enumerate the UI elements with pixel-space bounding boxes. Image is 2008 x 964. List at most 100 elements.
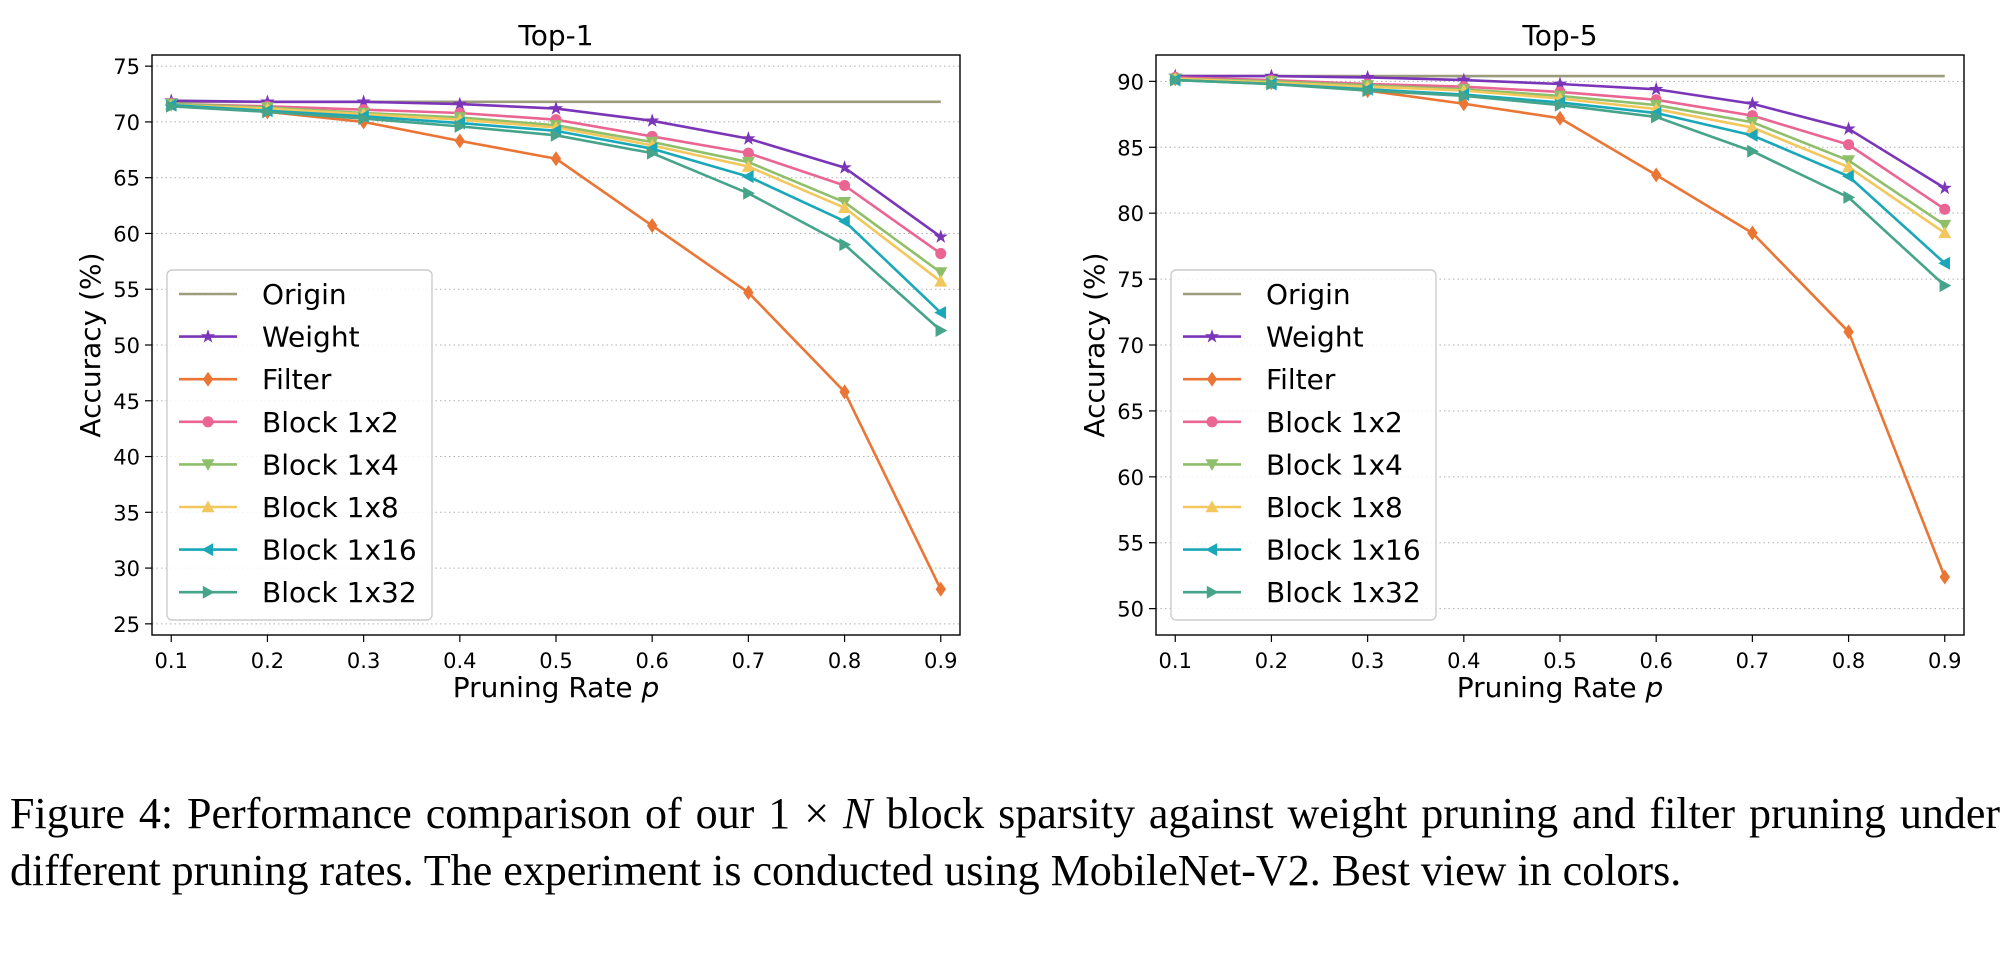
top1-series-block-1x8 xyxy=(164,98,948,287)
top1-ytick-label-6: 55 xyxy=(113,278,140,302)
top5-point-block-1x8-7 xyxy=(1842,160,1856,173)
top5-ytick-label-2: 60 xyxy=(1117,466,1144,490)
top1-point-filter-6 xyxy=(743,285,754,301)
top5-ytick-label-4: 70 xyxy=(1117,334,1144,358)
top1-ytick-label-1: 30 xyxy=(113,557,140,581)
top5-point-block-1x32-3 xyxy=(1458,89,1471,103)
top5-point-filter-6 xyxy=(1747,225,1758,241)
top5-point-weight-4 xyxy=(1552,76,1568,91)
top1-point-block-1x2-6 xyxy=(742,147,754,159)
top5-legend-marker-block-1x32 xyxy=(1206,585,1219,599)
top5-xtick-label-0: 0.1 xyxy=(1159,649,1192,673)
top1-point-filter-4 xyxy=(550,151,562,167)
top1-legend-label-block-1x8: Block 1x8 xyxy=(262,491,399,524)
top5-ytick-label-5: 75 xyxy=(1117,268,1144,292)
caption-math-times: × xyxy=(804,789,830,838)
top5-point-weight-6 xyxy=(1745,96,1760,110)
top1-xlabel-var: p xyxy=(640,671,659,704)
top5-point-block-1x32-1 xyxy=(1266,77,1278,91)
figure-label: Figure 4: xyxy=(10,789,174,838)
top1-legend-marker-filter xyxy=(202,371,214,387)
top1-axes-frame xyxy=(151,54,961,636)
top5-xtick-label-7: 0.8 xyxy=(1832,649,1865,673)
top1-chart: Top-1 25 30 35 40 45 50 55 60 65 70 75 0.1 0.2 0.3 0.4 0… xyxy=(74,19,961,704)
top1-xtick-label-7: 0.8 xyxy=(828,649,861,673)
top5-ytick-label-0: 50 xyxy=(1117,598,1144,622)
top5-point-block-1x32-7 xyxy=(1843,190,1856,204)
top1-point-block-1x32-8 xyxy=(935,324,948,337)
top1-xtick-label-3: 0.4 xyxy=(443,649,476,673)
top5-point-block-1x2-8 xyxy=(1939,203,1951,215)
top5-point-block-1x16-6 xyxy=(1745,128,1758,142)
top5-legend-marker-block-1x2 xyxy=(1206,416,1218,428)
top1-point-weight-8 xyxy=(933,229,948,243)
top5-title: Top-5 xyxy=(1521,19,1597,52)
caption-math-one: 1 xyxy=(768,789,791,838)
top1-legend-label-block-1x4: Block 1x4 xyxy=(262,448,399,481)
top5-point-weight-3 xyxy=(1456,72,1471,87)
top1-ytick-label-10: 75 xyxy=(113,55,140,79)
top1-point-block-1x32-0 xyxy=(166,99,178,113)
top5-ylabel: Accuracy (%) xyxy=(1078,252,1111,437)
top5-chart: Top-5 50 55 60 65 70 75 80 85 90 0.1 0.2 0.3 0.4 0.5 0.… xyxy=(1078,19,1965,704)
top1-ytick-label-0: 25 xyxy=(113,613,140,637)
top1-legend-marker-block-1x8 xyxy=(201,500,215,513)
top5-ytick-label-1: 55 xyxy=(1117,532,1144,556)
top1-xtick-label-8: 0.9 xyxy=(924,649,957,673)
top1-ytick-label-3: 40 xyxy=(113,446,140,470)
top5-xtick-label-5: 0.6 xyxy=(1639,649,1672,673)
top1-point-block-1x32-7 xyxy=(839,238,852,252)
caption-text-1: Performance comparison of our xyxy=(187,789,755,838)
figure-caption: Figure 4: Performance comparison of our … xyxy=(10,785,2000,899)
top1-point-block-1x4-8 xyxy=(934,267,948,279)
top5-legend-label-block-1x16: Block 1x16 xyxy=(1266,534,1421,567)
top1-ytick-label-7: 60 xyxy=(113,222,140,246)
top1-point-block-1x32-4 xyxy=(550,128,563,142)
top1-series-weight xyxy=(164,93,948,243)
top5-xlabel: Pruning Rate p xyxy=(1457,671,1663,704)
top5-point-block-1x4-8 xyxy=(1938,219,1952,232)
top5-ytick-label-7: 85 xyxy=(1117,136,1144,160)
top1-xtick-label-1: 0.2 xyxy=(251,649,284,673)
top1-point-block-1x16-8 xyxy=(934,306,946,320)
top1-ytick-label-9: 70 xyxy=(113,111,140,135)
top1-point-filter-8 xyxy=(935,581,946,597)
top5-point-block-1x32-4 xyxy=(1554,98,1567,112)
top1-point-filter-5 xyxy=(646,218,658,234)
top1-title: Top-1 xyxy=(517,19,593,52)
top5-xlabel-var: p xyxy=(1644,671,1663,704)
top5-point-block-1x8-8 xyxy=(1938,226,1952,239)
top1-point-block-1x32-5 xyxy=(646,146,659,160)
top1-point-block-1x16-7 xyxy=(838,214,850,228)
top1-xtick-label-4: 0.5 xyxy=(539,649,572,673)
top1-ylabel: Accuracy (%) xyxy=(74,252,107,437)
top1-point-block-1x8-8 xyxy=(934,274,948,287)
top5-point-block-1x2-7 xyxy=(1843,139,1855,151)
top1-point-weight-4 xyxy=(548,101,564,115)
top5-legend: Origin Weight Filter Block 1x2 Block 1x4 Bloc… xyxy=(1170,269,1437,621)
top5-legend-marker-block-1x8 xyxy=(1205,500,1219,513)
top5-legend-label-block-1x4: Block 1x4 xyxy=(1266,448,1403,481)
top5-point-block-1x32-5 xyxy=(1650,110,1663,124)
top5-xtick-label-6: 0.7 xyxy=(1736,649,1769,673)
top5-xtick-label-2: 0.3 xyxy=(1351,649,1384,673)
top1-ytick-label-4: 45 xyxy=(113,390,140,414)
top1-legend-marker-block-1x4 xyxy=(201,459,215,471)
top1-legend-marker-weight xyxy=(200,329,216,343)
top1-legend-label-weight: Weight xyxy=(262,321,360,354)
caption-text-2: block sparsity against weight pruning an… xyxy=(10,789,2001,895)
top5-point-block-1x16-8 xyxy=(1938,256,1950,270)
top5-point-filter-8 xyxy=(1939,569,1950,585)
top1-xtick-label-0: 0.1 xyxy=(155,649,188,673)
top5-point-weight-2 xyxy=(1360,69,1375,84)
top1-point-block-1x2-8 xyxy=(935,248,947,260)
top1-xtick-label-2: 0.3 xyxy=(347,649,380,673)
top5-xtick-label-4: 0.5 xyxy=(1543,649,1576,673)
top1-point-filter-3 xyxy=(454,133,466,149)
top5-point-filter-5 xyxy=(1650,167,1662,183)
top5-point-weight-8 xyxy=(1937,180,1952,195)
top5-point-block-1x32-8 xyxy=(1939,279,1952,293)
top5-legend-marker-weight xyxy=(1204,329,1220,343)
top5-point-filter-4 xyxy=(1554,110,1566,126)
